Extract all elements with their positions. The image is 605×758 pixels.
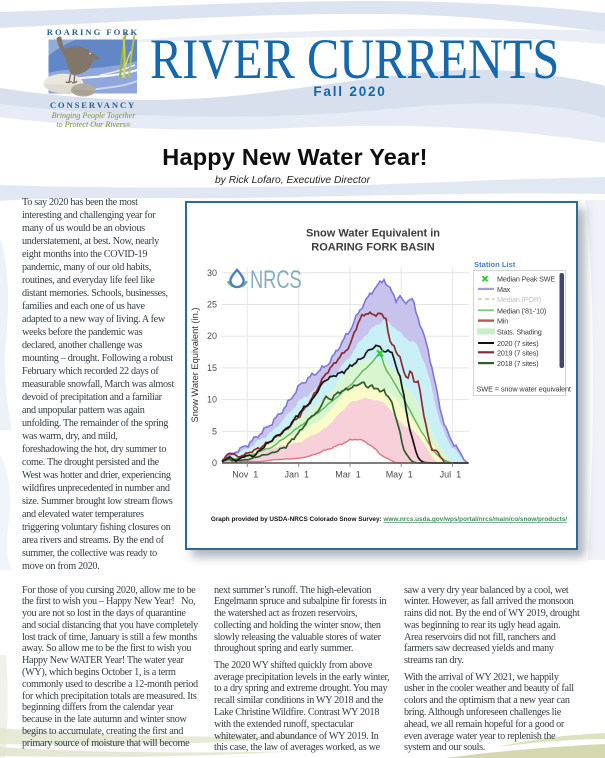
svg-text:Snow Water Equivalent in: Snow Water Equivalent in: [306, 228, 440, 240]
svg-text:Nov 1: Nov 1: [232, 470, 258, 480]
svg-text:Graph provided by USDA-NRCS Co: Graph provided by USDA-NRCS Colorado Sno…: [211, 516, 568, 523]
svg-text:Stats. Shading: Stats. Shading: [497, 327, 542, 336]
svg-text:2020 (7 sites): 2020 (7 sites): [497, 339, 538, 348]
svg-text:2019 (7 sites): 2019 (7 sites): [497, 348, 538, 357]
svg-text:30: 30: [207, 268, 217, 278]
svg-text:Max: Max: [497, 285, 511, 294]
svg-text:10: 10: [207, 395, 217, 405]
svg-text:Snow Water Equivalent (in.): Snow Water Equivalent (in.): [190, 308, 200, 423]
svg-text:Min: Min: [497, 317, 508, 326]
svg-text:Median (POR): Median (POR): [497, 295, 541, 304]
svg-text:0: 0: [212, 458, 217, 468]
svg-text:NRCS: NRCS: [250, 265, 302, 294]
svg-text:Jan 1: Jan 1: [285, 470, 310, 480]
svg-text:May 1: May 1: [386, 470, 413, 480]
svg-text:Median Peak SWE: Median Peak SWE: [497, 275, 555, 284]
svg-text:25: 25: [207, 300, 217, 310]
svg-text:5: 5: [212, 426, 217, 436]
svg-text:ROARING FORK BASIN: ROARING FORK BASIN: [311, 242, 435, 254]
svg-text:Mar 1: Mar 1: [335, 470, 361, 480]
svg-text:15: 15: [207, 363, 217, 373]
svg-text:SWE = snow water equivalent: SWE = snow water equivalent: [477, 385, 571, 394]
svg-text:20: 20: [207, 331, 217, 341]
svg-text:Station List: Station List: [474, 260, 516, 269]
svg-text:Median ('81-'10): Median ('81-'10): [497, 306, 546, 315]
svg-text:2018 (7 sites): 2018 (7 sites): [497, 359, 538, 368]
svg-text:Jul 1: Jul 1: [440, 470, 462, 480]
